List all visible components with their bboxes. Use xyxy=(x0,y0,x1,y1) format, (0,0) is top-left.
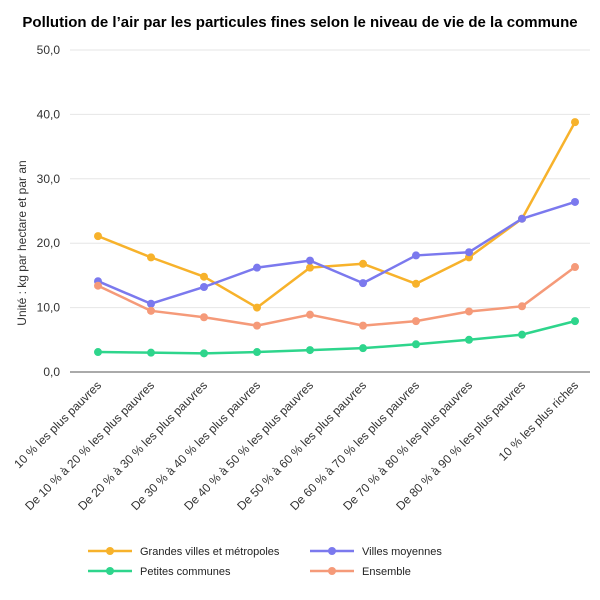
data-point xyxy=(147,348,155,357)
legend-swatch-marker xyxy=(106,547,114,555)
data-point xyxy=(253,348,261,357)
legend: Grandes villes et métropoles Villes moyen… xyxy=(88,546,442,578)
data-point xyxy=(359,259,367,268)
chart-title: Pollution de l’air par les particules fi… xyxy=(22,14,577,31)
data-point xyxy=(359,344,367,353)
legend-label: Villes moyennes xyxy=(362,546,442,558)
x-tick-label: 10 % les plus pauvres xyxy=(11,378,104,471)
data-point xyxy=(571,263,579,272)
data-point xyxy=(253,303,261,312)
data-point xyxy=(306,346,314,355)
data-point xyxy=(200,272,208,281)
legend-swatch-marker xyxy=(106,567,114,575)
y-tick-label: 30,0 xyxy=(37,172,61,186)
data-point xyxy=(412,251,420,260)
y-tick-label: 40,0 xyxy=(37,107,61,121)
series-group xyxy=(94,118,579,358)
data-point xyxy=(465,307,473,316)
data-point xyxy=(518,302,526,311)
legend-item: Ensemble xyxy=(310,566,411,578)
data-point xyxy=(147,306,155,315)
data-point xyxy=(518,214,526,223)
data-point xyxy=(306,263,314,272)
data-point xyxy=(412,317,420,326)
data-point xyxy=(571,317,579,326)
series-path xyxy=(97,121,577,309)
y-axis-ticks: 0,0 10,0 20,0 30,0 40,0 50,0 xyxy=(37,43,61,379)
series-line xyxy=(94,263,579,330)
data-point xyxy=(147,253,155,262)
data-point xyxy=(306,256,314,265)
legend-label: Petites communes xyxy=(140,566,231,578)
series-line xyxy=(94,118,579,312)
data-point xyxy=(200,349,208,358)
data-point xyxy=(200,313,208,322)
y-tick-label: 20,0 xyxy=(37,236,61,250)
data-point xyxy=(571,118,579,127)
data-point xyxy=(94,348,102,357)
data-point xyxy=(465,335,473,344)
data-point xyxy=(200,282,208,291)
legend-item: Villes moyennes xyxy=(310,546,442,558)
data-point xyxy=(518,330,526,339)
legend-label: Grandes villes et métropoles xyxy=(140,546,280,558)
data-point xyxy=(412,279,420,288)
data-point xyxy=(306,310,314,319)
legend-label: Ensemble xyxy=(362,566,411,578)
data-point xyxy=(359,279,367,288)
data-point xyxy=(253,321,261,330)
data-point xyxy=(571,197,579,206)
series-path xyxy=(97,266,576,327)
legend-swatch-marker xyxy=(328,567,336,575)
series-path xyxy=(97,319,576,355)
y-axis-label: Unité : kg par hectare et par an xyxy=(15,160,29,325)
data-point xyxy=(359,321,367,330)
y-tick-label: 10,0 xyxy=(37,301,61,315)
series-line xyxy=(94,197,579,308)
series-path xyxy=(97,200,576,305)
data-point xyxy=(147,299,155,308)
y-tick-label: 50,0 xyxy=(37,43,61,57)
data-point xyxy=(465,248,473,257)
legend-item: Petites communes xyxy=(88,566,231,578)
y-tick-label: 0,0 xyxy=(43,365,60,379)
data-point xyxy=(94,281,102,290)
data-point xyxy=(412,340,420,349)
series-line xyxy=(94,317,579,358)
legend-item: Grandes villes et métropoles xyxy=(88,546,280,558)
data-point xyxy=(253,263,261,272)
legend-swatch-marker xyxy=(328,547,336,555)
data-point xyxy=(94,232,102,241)
